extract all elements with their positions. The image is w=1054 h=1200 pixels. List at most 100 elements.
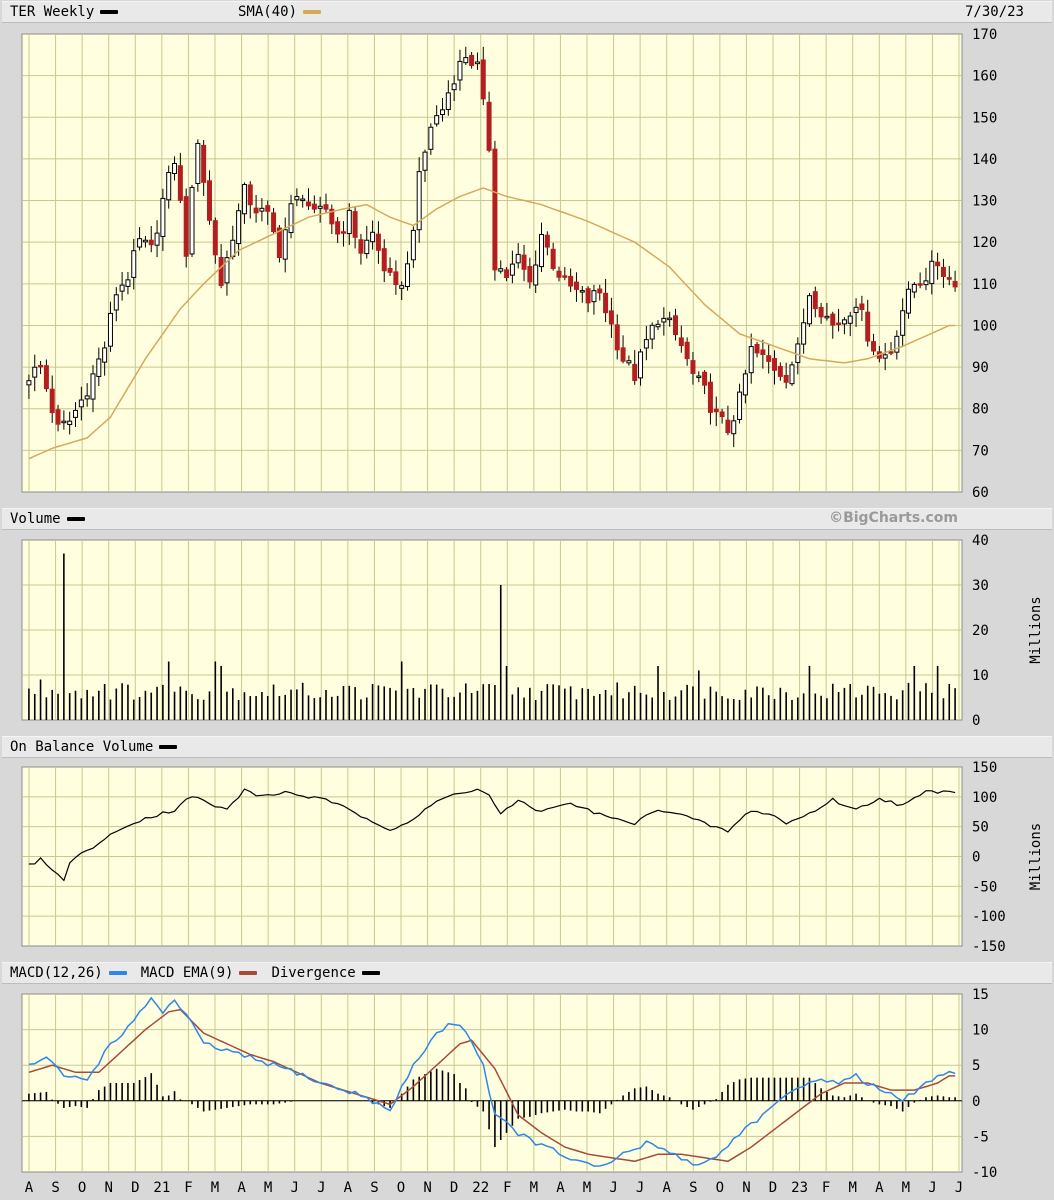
macd-y-tick-label: 15 bbox=[972, 987, 989, 1003]
candle bbox=[189, 184, 195, 257]
price-y-tick-label: 130 bbox=[972, 194, 997, 210]
candle bbox=[137, 227, 143, 251]
candle bbox=[370, 220, 376, 250]
candle-body bbox=[900, 310, 906, 336]
candle bbox=[783, 362, 789, 389]
candle-body bbox=[381, 248, 387, 272]
candle bbox=[166, 165, 172, 209]
candle-body bbox=[457, 60, 463, 81]
candle bbox=[107, 301, 113, 352]
candle-body bbox=[591, 290, 597, 303]
candle-body bbox=[67, 420, 73, 426]
candle bbox=[923, 267, 929, 291]
volume-legend-swatch bbox=[66, 517, 85, 521]
candle-body bbox=[241, 184, 247, 215]
price-y-tick-label: 120 bbox=[972, 235, 997, 251]
x-tick-label: M bbox=[530, 1180, 538, 1196]
price-y-tick-label: 80 bbox=[972, 402, 989, 418]
candle bbox=[218, 244, 224, 289]
candle-body bbox=[783, 374, 789, 383]
candle bbox=[777, 362, 783, 381]
x-tick-label: N bbox=[104, 1180, 112, 1196]
candle-body bbox=[218, 256, 224, 286]
candle-body bbox=[894, 335, 900, 353]
candle-body bbox=[276, 227, 282, 259]
candle-body bbox=[731, 420, 737, 435]
candle bbox=[772, 350, 778, 385]
sma-line bbox=[28, 187, 956, 460]
candle bbox=[719, 408, 725, 424]
candle bbox=[929, 250, 935, 295]
candle bbox=[160, 188, 166, 251]
candle-body bbox=[340, 231, 346, 234]
candle bbox=[806, 292, 812, 327]
candle-body bbox=[306, 201, 312, 207]
candle bbox=[253, 194, 259, 223]
candle-body bbox=[568, 275, 574, 287]
candle-body bbox=[608, 310, 614, 325]
macd-legend-swatch bbox=[108, 971, 127, 975]
candlesticks bbox=[26, 46, 958, 448]
candle bbox=[329, 204, 335, 235]
volume-label: Volume bbox=[10, 511, 61, 527]
candle-body bbox=[32, 366, 38, 378]
candle bbox=[113, 287, 119, 322]
candle bbox=[172, 156, 178, 181]
candle-body bbox=[224, 257, 230, 284]
candle bbox=[789, 361, 795, 386]
candle bbox=[364, 225, 370, 259]
candle-body bbox=[801, 322, 807, 345]
price-y-tick-label: 160 bbox=[972, 69, 997, 85]
price-legend-swatch bbox=[100, 10, 119, 14]
candle-body bbox=[43, 365, 49, 390]
macd-ema-legend-swatch bbox=[239, 971, 258, 975]
x-tick-label: D bbox=[131, 1180, 139, 1196]
candle-body bbox=[375, 233, 381, 251]
candle bbox=[766, 343, 772, 374]
candle-body bbox=[96, 358, 102, 377]
candle-body bbox=[509, 263, 515, 276]
candle bbox=[375, 221, 381, 264]
candle bbox=[591, 284, 597, 315]
x-tick-label: A bbox=[556, 1180, 565, 1196]
candle-body bbox=[946, 277, 952, 280]
candle-body bbox=[439, 109, 445, 116]
candle bbox=[38, 360, 44, 375]
candle-body bbox=[865, 311, 871, 342]
candle-body bbox=[952, 280, 958, 288]
candle bbox=[836, 308, 842, 332]
candle bbox=[742, 369, 748, 404]
x-tick-label: M bbox=[583, 1180, 591, 1196]
candle bbox=[824, 302, 830, 321]
candle-body bbox=[719, 411, 725, 418]
candle bbox=[585, 286, 591, 313]
candle bbox=[271, 207, 277, 235]
candle bbox=[480, 46, 486, 106]
candle-body bbox=[527, 266, 533, 283]
candle bbox=[352, 206, 358, 249]
candle bbox=[504, 267, 510, 282]
candle bbox=[32, 354, 38, 392]
candle-body bbox=[661, 317, 667, 323]
candle bbox=[43, 359, 49, 392]
candle bbox=[247, 181, 253, 219]
candle bbox=[696, 371, 702, 383]
candle-body bbox=[824, 315, 830, 319]
volume-axis-label: Millions bbox=[1028, 596, 1044, 663]
candle-body bbox=[26, 380, 32, 386]
divergence-bars bbox=[28, 1068, 956, 1148]
candle-body bbox=[282, 229, 288, 260]
candle bbox=[935, 252, 941, 280]
candle bbox=[917, 272, 923, 289]
price-plot-area bbox=[21, 33, 963, 493]
candle bbox=[539, 222, 545, 273]
candle bbox=[119, 272, 125, 301]
x-tick-label: 23 bbox=[791, 1180, 808, 1196]
candle bbox=[492, 140, 498, 281]
volume-y-tick-label: 20 bbox=[972, 623, 989, 639]
x-tick-label: N bbox=[423, 1180, 431, 1196]
candle-body bbox=[684, 341, 690, 360]
candle bbox=[195, 139, 201, 192]
candle-body bbox=[871, 341, 877, 352]
candle-body bbox=[725, 419, 731, 434]
